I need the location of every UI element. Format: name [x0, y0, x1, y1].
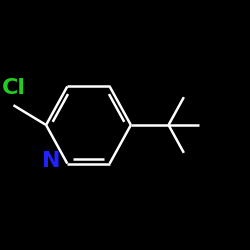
Text: N: N	[42, 151, 60, 171]
Text: Cl: Cl	[2, 78, 25, 98]
